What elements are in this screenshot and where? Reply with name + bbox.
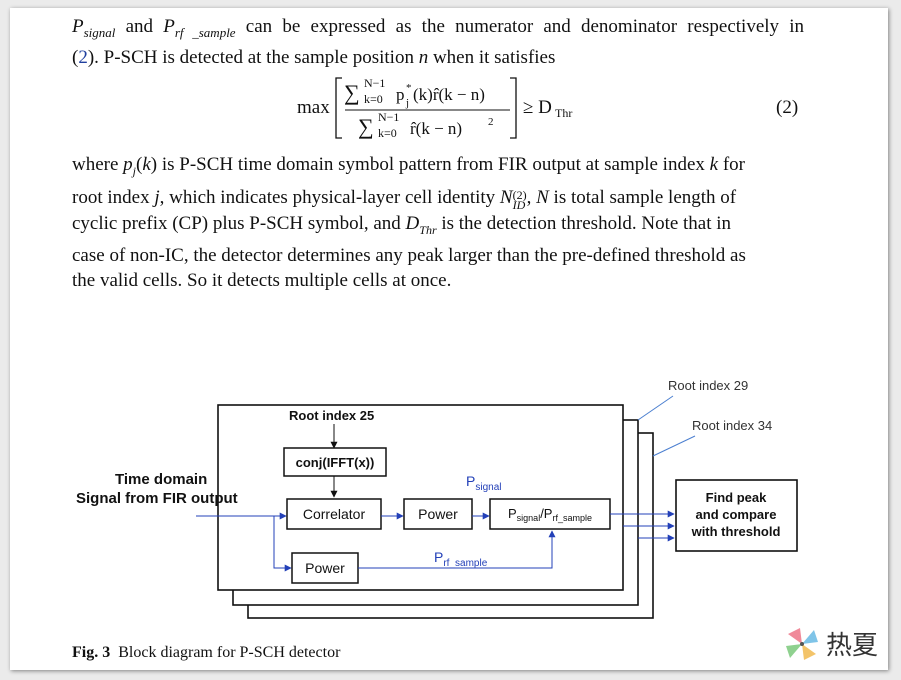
figure-label: Fig. 3 xyxy=(72,644,111,661)
power-block-bottom xyxy=(291,552,359,584)
input-label-line-1: Time domain xyxy=(115,471,207,488)
paragraph-intro: Psignal and Prf _sample can be expressed… xyxy=(72,14,804,70)
eq-geq: ≥ D xyxy=(523,97,552,118)
power-bottom-label: Power xyxy=(305,560,345,576)
eq-sum-upper-top: N−1 xyxy=(364,76,385,90)
eq-max: max xyxy=(297,97,330,118)
where-line-4: case of non-IC, the detector determines … xyxy=(72,244,746,266)
eq-sum-symbol-top: ∑ xyxy=(344,80,360,105)
where-line-1: where pj(k) is P-SCH time domain symbol … xyxy=(72,154,745,178)
eq-denominator-term: r̂(k − n) xyxy=(410,119,462,138)
correlator-block xyxy=(286,498,382,530)
pinwheel-icon xyxy=(786,628,818,660)
intro-line-1: Psignal and Prf _sample can be expressed… xyxy=(72,16,805,40)
conj-ifft-label: conj(IFFT(x)) xyxy=(296,455,375,470)
eq-threshold-sub: Thr xyxy=(555,106,572,120)
eq-left-bracket xyxy=(335,77,342,139)
ratio-block xyxy=(489,498,611,530)
root-index-34-label: Root index 34 xyxy=(692,418,772,433)
correlator-label: Correlator xyxy=(303,506,366,522)
find-peak-line-3: with threshold xyxy=(691,524,781,539)
eq-sum-lower-bottom: k=0 xyxy=(378,126,397,140)
eq-sum-lower-top: k=0 xyxy=(364,92,383,106)
watermark-logo: 热夏 xyxy=(786,628,878,661)
power-to-ratio-denominator-arrow xyxy=(358,530,556,569)
eq-numerator-term: p xyxy=(396,85,405,104)
stack-frame-front xyxy=(217,404,624,591)
p-signal-label: Psignal xyxy=(466,473,501,493)
eq-denominator-sup: 2 xyxy=(488,116,494,128)
eq-sum-symbol-bottom: ∑ xyxy=(358,114,374,139)
paragraph-where: where pj(k) is P-SCH time domain symbol … xyxy=(72,152,804,293)
power-top-label: Power xyxy=(418,506,458,522)
root-index-25-label: Root index 25 xyxy=(289,408,374,423)
conj-ifft-block xyxy=(283,447,387,477)
find-peak-line-2: and compare xyxy=(696,507,777,522)
find-peak-block xyxy=(675,479,798,552)
equation-reference-link[interactable]: 2 xyxy=(78,46,88,68)
power-block-top xyxy=(403,498,473,530)
block-diagram: Root index 29 Root index 34 Root index 2… xyxy=(76,378,798,619)
eq-number: (2) xyxy=(776,97,798,118)
where-line-5: the valid cells. So it detects multiple … xyxy=(72,269,452,291)
where-line-2: root index j, which indicates physical-l… xyxy=(72,186,737,212)
eq-numerator-sub: j xyxy=(405,97,409,109)
figure-caption: Fig. 3 Block diagram for P-SCH detector xyxy=(72,643,340,663)
input-to-power-arrow xyxy=(273,516,292,572)
root-index-29-pointer xyxy=(637,395,674,421)
find-peak-line-1: Find peak xyxy=(706,490,767,505)
eq-numerator-sup: * xyxy=(406,82,412,94)
equation-2: max ∑ N−1 k=0 p * j (k)r̂(k − n) ∑ N−1 k… xyxy=(297,76,798,140)
where-line-3: cyclic prefix (CP) plus P-SCH symbol, an… xyxy=(72,212,732,237)
eq-numerator-rest: (k)r̂(k − n) xyxy=(413,85,485,104)
root-index-34-pointer xyxy=(652,435,696,457)
paper-page: Psignal and Prf _sample can be expressed… xyxy=(10,8,888,670)
intro-line-2: (2). P-SCH is detected at the sample pos… xyxy=(72,46,556,68)
eq-sum-upper-bottom: N−1 xyxy=(378,110,399,124)
ratio-label: Psignal/Prf_sample xyxy=(508,506,592,523)
root-index-29-label: Root index 29 xyxy=(668,378,748,393)
p-rf-sample-label: Prf_sample xyxy=(434,549,488,569)
eq-right-bracket xyxy=(510,77,517,139)
watermark-text: 热夏 xyxy=(826,631,878,661)
figure-caption-text: Block diagram for P-SCH detector xyxy=(118,644,341,661)
input-label-line-2: Signal from FIR output xyxy=(76,490,238,507)
